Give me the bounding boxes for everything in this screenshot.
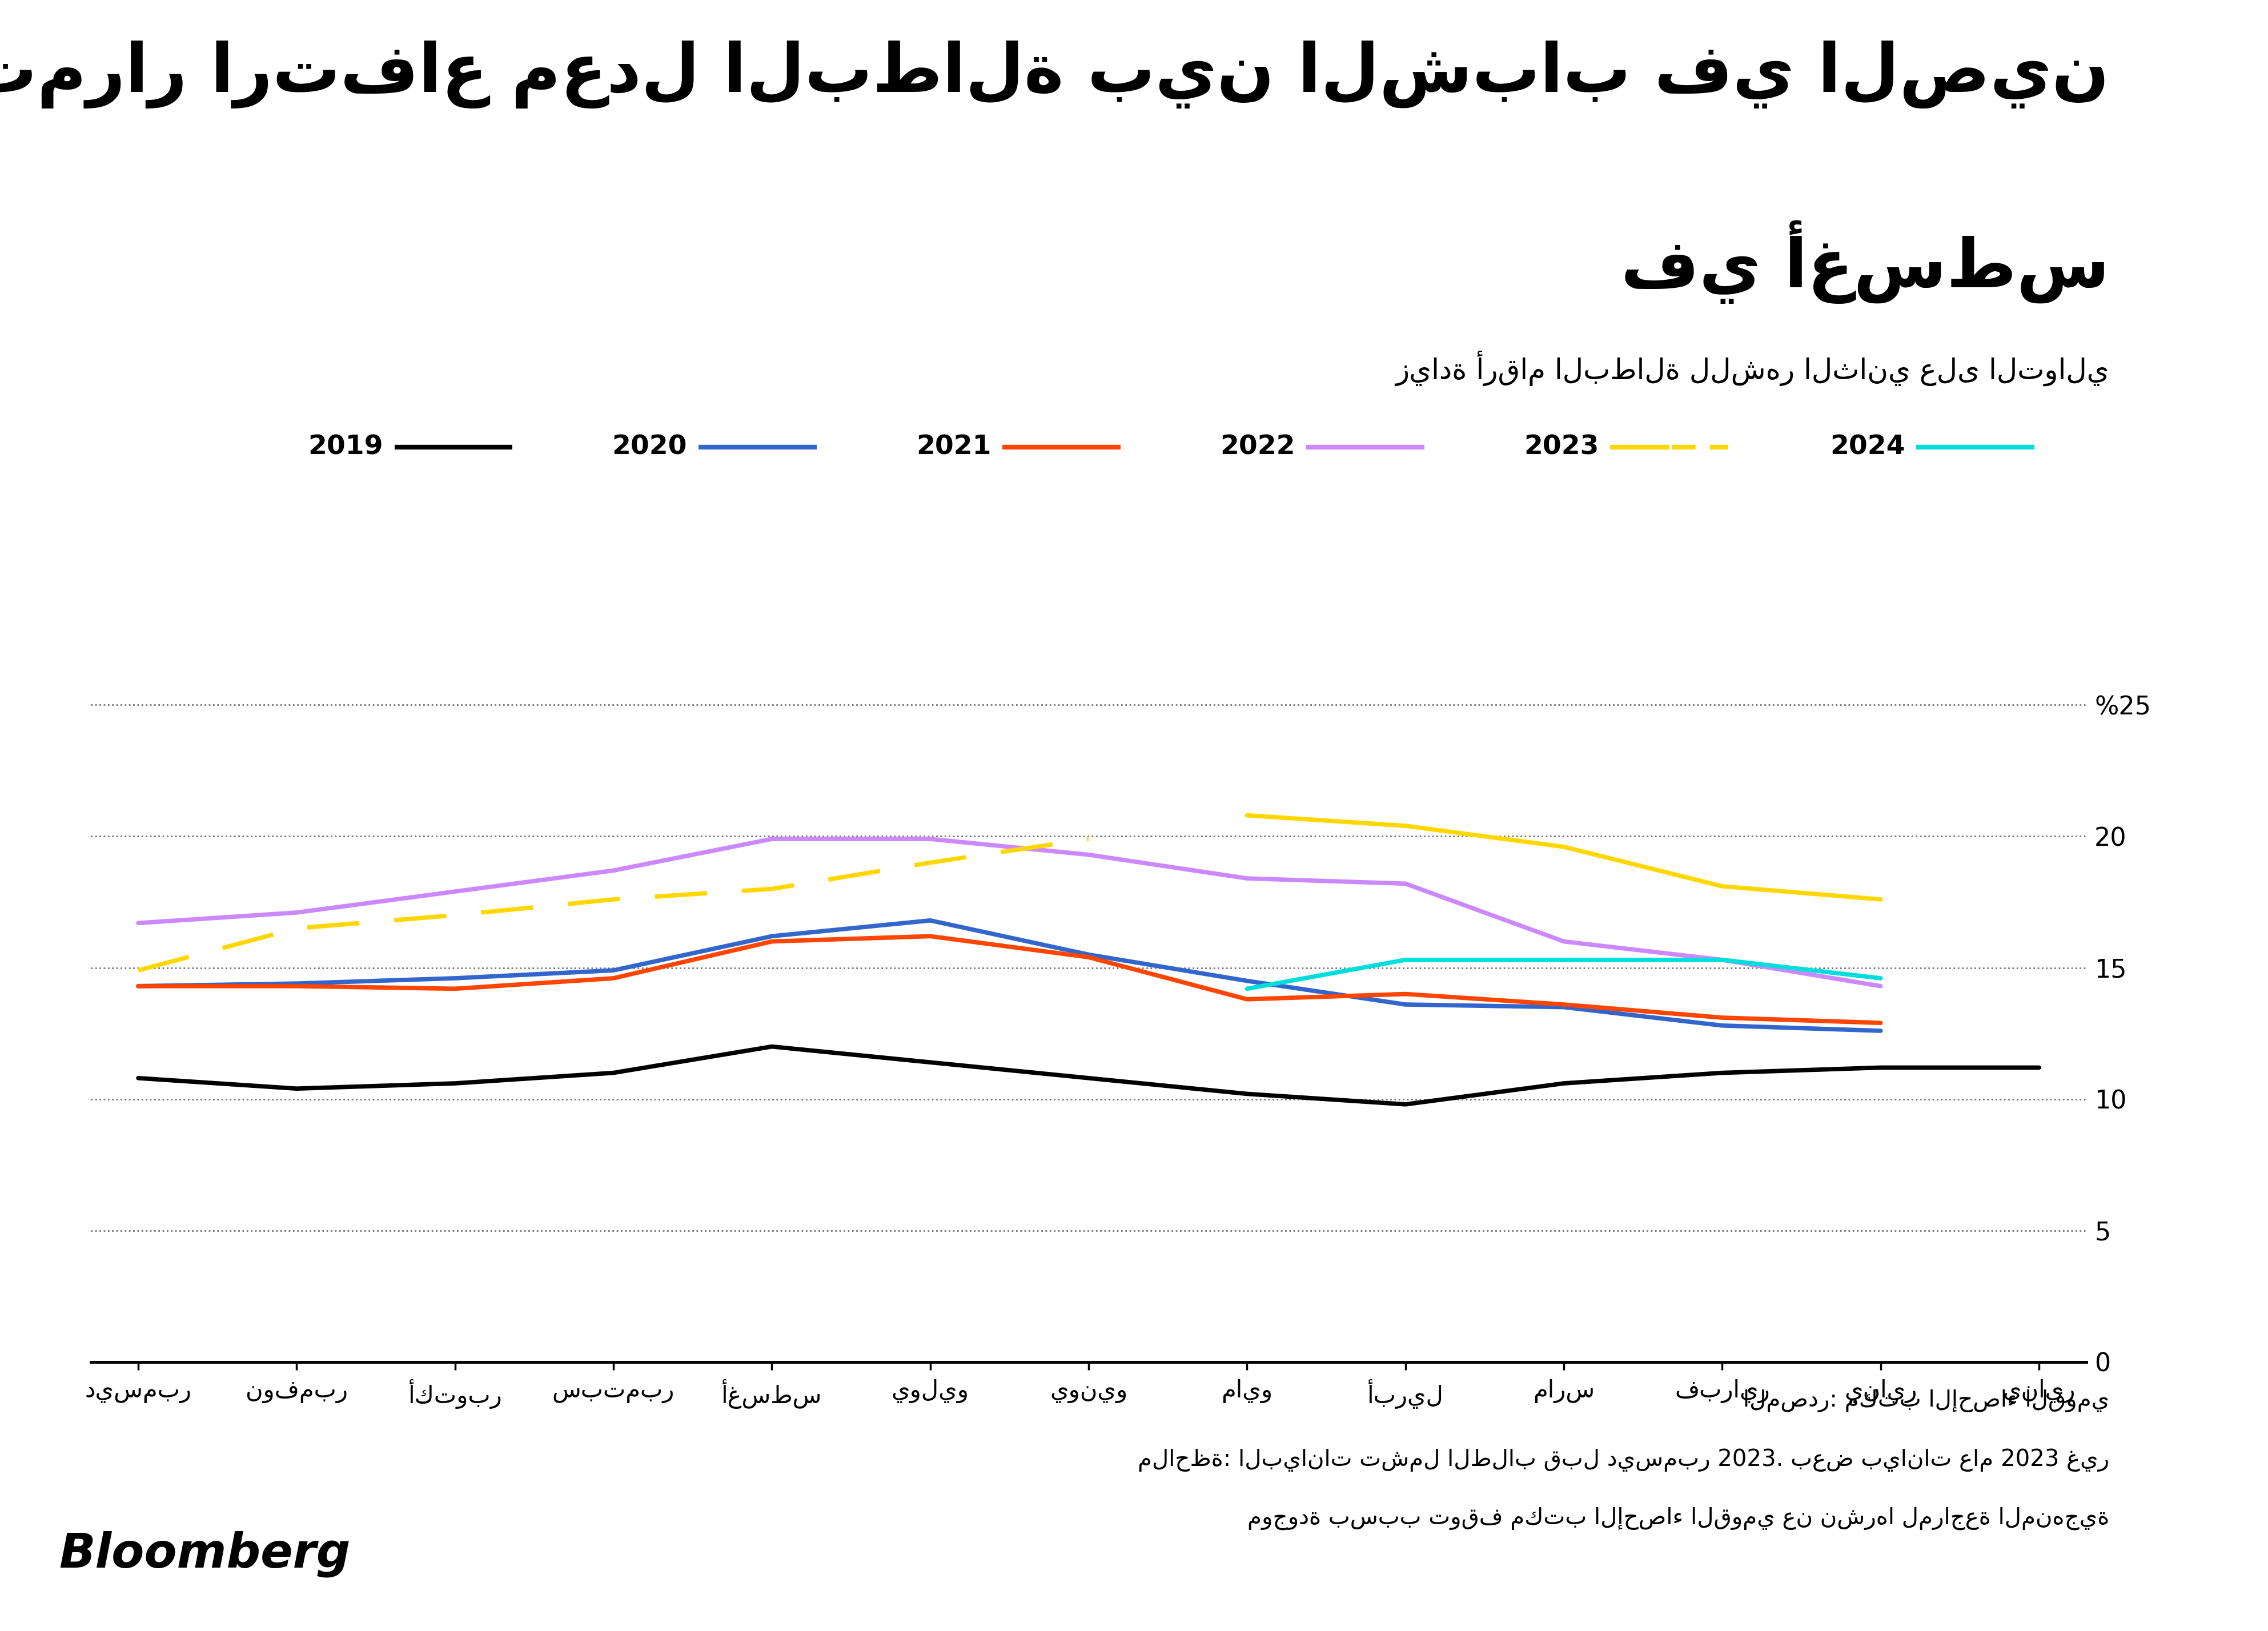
Text: موجودة بسبب توقف مكتب الإحصاء القومي عن نشرها لمراجعة المنهجية: موجودة بسبب توقف مكتب الإحصاء القومي عن … (1247, 1507, 2109, 1530)
Text: 2024: 2024 (1830, 434, 1905, 460)
Text: Bloomberg: Bloomberg (59, 1530, 352, 1577)
Text: زيادة أرقام البطالة للشهر الثاني على التوالي: زيادة أرقام البطالة للشهر الثاني على الت… (1395, 351, 2109, 387)
Text: ملاحظة: البيانات تشمل الطلاب قبل ديسمبر 2023. بعض بيانات عام 2023 غير: ملاحظة: البيانات تشمل الطلاب قبل ديسمبر … (1139, 1448, 2109, 1471)
Text: 2019: 2019 (308, 434, 383, 460)
Text: في أغسطس: في أغسطس (1622, 220, 2109, 303)
Text: 2023: 2023 (1524, 434, 1599, 460)
Text: المصدر: مكتب الإحصاء القومي: المصدر: مكتب الإحصاء القومي (1744, 1390, 2109, 1412)
Text: 2021: 2021 (916, 434, 991, 460)
Text: 2020: 2020 (612, 434, 687, 460)
Text: 2022: 2022 (1220, 434, 1295, 460)
Text: استمرار ارتفاع معدل البطالة بين الشباب في الصين: استمرار ارتفاع معدل البطالة بين الشباب ف… (0, 41, 2109, 109)
